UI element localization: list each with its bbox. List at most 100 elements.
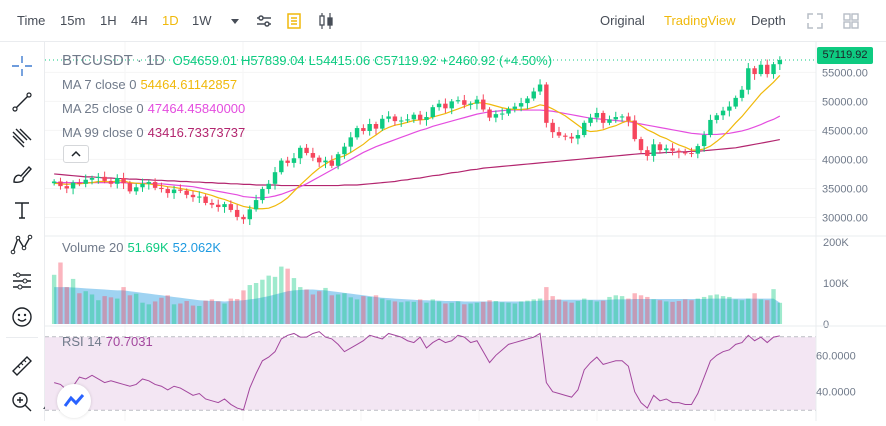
crosshair-icon[interactable] <box>10 54 34 78</box>
volume-bar <box>462 304 467 324</box>
tradingview-logo[interactable] <box>57 384 91 418</box>
volume-bar <box>758 299 764 324</box>
volume-bar <box>777 302 783 324</box>
volume-bar <box>436 301 442 324</box>
fullscreen-icon[interactable] <box>804 10 826 32</box>
volume-bar <box>455 301 461 324</box>
candle-body <box>468 103 473 105</box>
volume-bar <box>550 296 555 324</box>
volume-bar <box>670 301 675 324</box>
volume-bar <box>260 279 265 324</box>
candle-body <box>159 187 164 190</box>
volume-bar <box>474 302 480 324</box>
volume-bar <box>632 293 637 324</box>
volume-bar <box>279 266 284 324</box>
ruler-icon[interactable] <box>10 354 34 378</box>
candle-body <box>152 182 158 188</box>
settings-sliders-icon[interactable] <box>253 10 275 32</box>
volume-bar <box>468 303 473 324</box>
interval-1w[interactable]: 1W <box>192 13 212 28</box>
chart-canvas[interactable]: 55000.00 50000.00 45000.00 40000.00 35000.00… <box>45 42 886 421</box>
view-original[interactable]: Original <box>600 13 645 28</box>
volume-bar <box>209 299 215 324</box>
candle-body <box>108 180 114 184</box>
candle-body <box>115 178 120 184</box>
candle-body <box>588 117 593 123</box>
volume-bar <box>247 285 252 324</box>
candle-body <box>241 216 246 220</box>
emoji-icon[interactable] <box>10 305 34 329</box>
view-depth[interactable]: Depth <box>751 13 786 28</box>
interval-1d[interactable]: 1D <box>162 13 179 28</box>
axis-labels: 55000.00 50000.00 45000.00 40000.00 35000.00… <box>816 67 868 398</box>
volume-bar <box>272 276 278 324</box>
volume-bar <box>121 287 126 324</box>
candle-body <box>203 196 208 203</box>
interval-1h[interactable]: 1H <box>100 13 117 28</box>
volume-bar <box>582 298 587 324</box>
volume-bar <box>367 296 372 324</box>
candle-body <box>739 89 745 98</box>
volume-bar <box>682 299 688 324</box>
volume-bar <box>285 268 290 324</box>
candle-body <box>165 189 170 194</box>
volume-bar <box>298 287 303 324</box>
candle-body <box>550 122 555 133</box>
collapse-legend-button[interactable] <box>63 145 89 163</box>
candle-body <box>651 144 656 156</box>
candle-body <box>121 178 126 184</box>
text-tool-icon[interactable] <box>10 198 34 222</box>
candle-body <box>64 186 69 189</box>
volume-bar <box>291 278 297 324</box>
pattern-icon[interactable] <box>10 233 34 257</box>
volume-bar <box>380 298 385 324</box>
candle-body <box>449 101 454 109</box>
candle-body <box>96 176 101 178</box>
time-label[interactable]: Time <box>17 13 46 28</box>
volume-bar <box>689 300 694 324</box>
volume-bar <box>417 299 423 324</box>
candle-body <box>638 139 644 151</box>
brush-icon[interactable] <box>10 162 34 186</box>
volume-bar <box>392 301 398 324</box>
high-value: H57839.04 <box>241 53 305 68</box>
volume-bar <box>537 298 543 324</box>
candle-body <box>537 84 543 92</box>
volume-value-2: 52.062K <box>172 240 222 255</box>
volume-value-1: 51.69K <box>127 240 169 255</box>
trend-line-icon[interactable] <box>10 90 34 114</box>
candles-icon[interactable] <box>315 10 337 32</box>
low-value: L54415.06 <box>308 53 371 68</box>
candle-body <box>133 187 139 192</box>
ma25-legend: MA 25 close 0 47464.45840000 <box>62 101 249 116</box>
volume-bar <box>575 301 581 324</box>
volume-bar <box>664 301 669 324</box>
volume-bar <box>443 303 448 324</box>
candle-body <box>695 146 701 154</box>
interval-dropdown-icon[interactable] <box>224 10 246 32</box>
chart-area[interactable]: 55000.00 50000.00 45000.00 40000.00 35000.00… <box>45 42 886 421</box>
volume-bar <box>115 298 120 324</box>
zoom-in-icon[interactable] <box>10 390 34 414</box>
volume-bar <box>83 291 88 324</box>
candle-body <box>310 153 316 158</box>
volume-bar <box>746 298 751 324</box>
interval-4h[interactable]: 4H <box>131 13 148 28</box>
view-tradingview[interactable]: TradingView <box>664 13 736 28</box>
chart-style-icon[interactable] <box>283 10 305 32</box>
volume-bar <box>487 300 492 324</box>
candle-body <box>733 97 738 107</box>
volume-bar <box>399 302 404 324</box>
prediction-icon[interactable] <box>10 269 34 293</box>
candle-body <box>77 182 82 184</box>
rsi-label: RSI 14 <box>62 334 102 349</box>
interval-15m[interactable]: 15m <box>60 13 86 28</box>
volume-bar <box>190 305 196 324</box>
fib-retracement-icon[interactable] <box>10 126 34 150</box>
candle-body <box>316 157 322 163</box>
ma7-line <box>54 75 781 210</box>
volume-bar <box>430 299 435 324</box>
candle-body <box>746 68 751 90</box>
grid-layout-icon[interactable] <box>840 10 862 32</box>
volume-bar <box>159 297 164 324</box>
